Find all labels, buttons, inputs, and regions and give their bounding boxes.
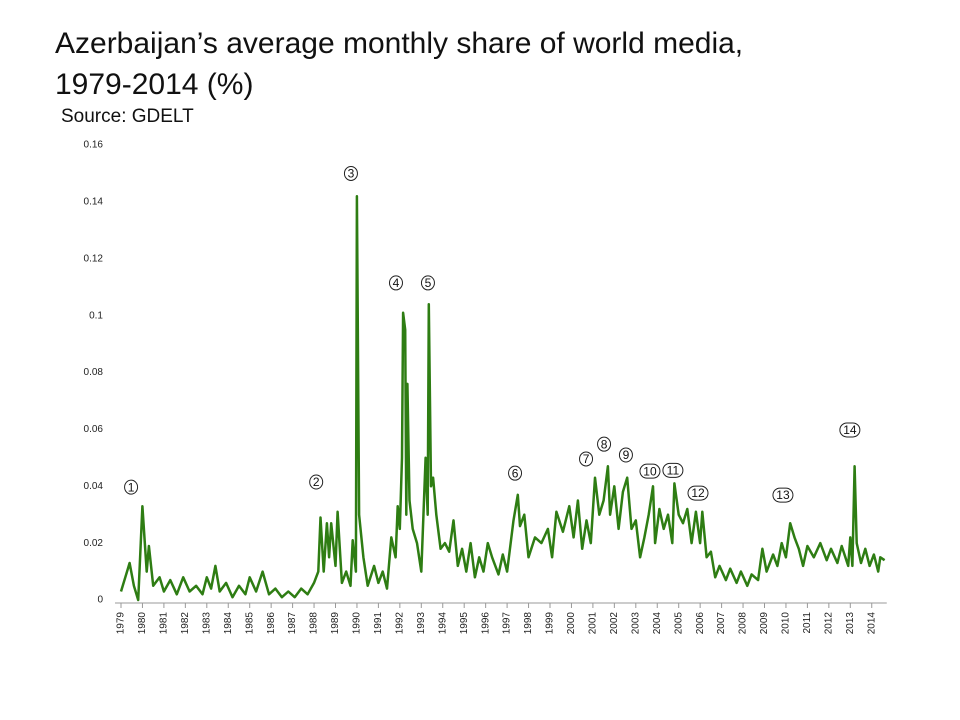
annotation-marker	[839, 422, 861, 438]
annotation-label: 1	[128, 480, 135, 494]
x-tick-label: 1999	[545, 612, 556, 635]
annotation-marker	[124, 479, 139, 495]
chart-title: 1979-2014 (%)	[55, 68, 253, 101]
annotation-label: 8	[601, 437, 608, 451]
x-tick-label: 1986	[266, 612, 277, 635]
y-tick-label: 0.02	[84, 538, 104, 549]
x-tick-label: 2014	[866, 612, 877, 635]
annotation-label: 11	[667, 463, 680, 477]
annotation-marker	[687, 485, 709, 501]
x-tick-label: 1998	[523, 612, 534, 635]
x-tick-label: 1980	[137, 612, 148, 635]
x-tick-label: 1983	[201, 612, 212, 635]
x-tick-label: 2011	[802, 612, 813, 634]
x-tick-label: 2006	[695, 612, 706, 635]
annotation-label: 14	[843, 423, 857, 437]
x-tick-label: 1988	[309, 612, 320, 635]
x-tick-label: 1990	[352, 612, 363, 635]
y-tick-label: 0.12	[84, 253, 104, 264]
annotation-marker	[597, 436, 612, 452]
x-tick-label: 1979	[116, 612, 127, 635]
annotation-marker	[343, 165, 358, 181]
annotation-marker	[508, 465, 523, 481]
x-tick-label: 2001	[588, 612, 599, 635]
x-tick-label: 2002	[609, 612, 620, 635]
x-tick-label: 1996	[480, 612, 491, 635]
chart-title: Azerbaijan’s average monthly share of wo…	[55, 27, 743, 60]
x-tick-label: 1984	[223, 612, 234, 635]
x-tick-label: 1987	[287, 612, 298, 635]
x-tick-label: 2003	[630, 612, 641, 635]
annotation-marker	[772, 487, 794, 503]
annotation-label: 3	[348, 167, 355, 181]
x-tick-label: 1985	[244, 612, 255, 635]
y-tick-label: 0.04	[84, 481, 104, 492]
annotation-marker	[420, 275, 435, 291]
annotation-label: 9	[623, 448, 630, 462]
annotation-label: 4	[393, 276, 400, 290]
x-tick-label: 1991	[373, 612, 384, 635]
data-line	[119, 194, 886, 602]
x-tick-label: 2005	[673, 612, 684, 635]
x-tick-label: 1995	[459, 612, 470, 635]
x-tick-label: 2000	[566, 612, 577, 635]
y-tick-label: 0.08	[84, 367, 104, 378]
annotation-label: 7	[583, 452, 590, 466]
x-tick-label: 2010	[781, 612, 792, 635]
x-tick-label: 2007	[716, 612, 727, 635]
y-tick-label: 0.1	[89, 310, 103, 321]
x-tick-label: 2012	[823, 612, 834, 635]
annotation-marker	[662, 462, 684, 478]
chart-subtitle: Source: GDELT	[61, 106, 194, 127]
y-tick-label: 0.06	[84, 424, 104, 435]
x-tick-label: 1989	[330, 612, 341, 635]
annotation-marker	[639, 463, 661, 479]
x-tick-label: 1982	[180, 612, 191, 635]
annotation-label: 13	[776, 488, 790, 502]
annotation-label: 2	[313, 475, 320, 489]
y-tick-label: 0.14	[84, 197, 104, 208]
annotation-label: 5	[425, 276, 432, 290]
x-tick-label: 2013	[845, 612, 856, 635]
x-tick-label: 2008	[738, 612, 749, 635]
y-tick-label: 0	[97, 595, 103, 606]
annotation-label: 12	[691, 486, 705, 500]
annotation-marker	[579, 451, 594, 467]
annotation-marker	[309, 474, 324, 490]
x-tick-label: 1992	[394, 612, 405, 635]
x-tick-label: 1994	[437, 612, 448, 635]
x-tick-label: 1981	[159, 612, 170, 635]
x-tick-label: 1997	[502, 612, 513, 635]
annotation-label: 6	[512, 466, 519, 480]
x-tick-label: 2009	[759, 612, 770, 635]
annotation-marker	[388, 275, 403, 291]
y-tick-label: 0.16	[84, 140, 104, 151]
annotation-marker	[618, 447, 633, 463]
x-tick-label: 1993	[416, 612, 427, 635]
x-tick-label: 2004	[652, 612, 663, 635]
annotation-label: 10	[643, 464, 657, 478]
